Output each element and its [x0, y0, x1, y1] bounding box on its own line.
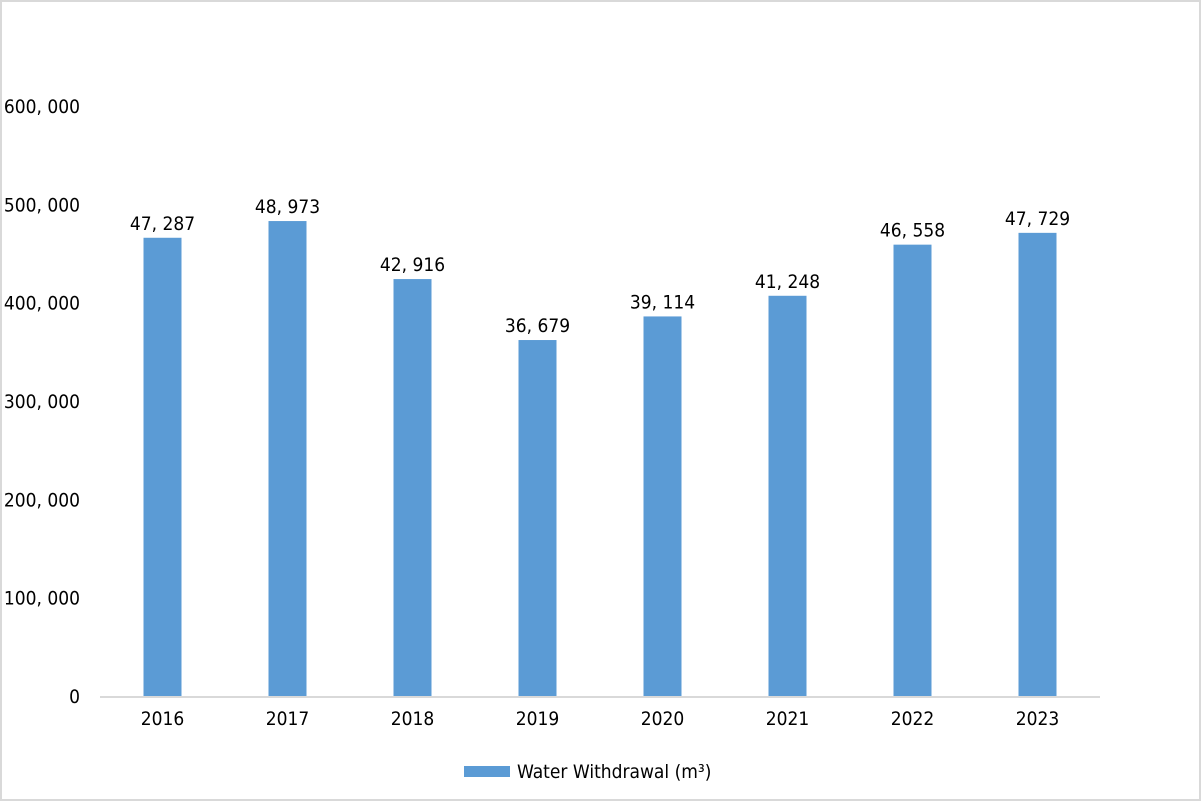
y-tick-label: 600, 000	[4, 96, 80, 118]
x-tick-label-2016: 2016	[141, 708, 185, 730]
y-tick-label: 500, 000	[4, 194, 80, 216]
bar-2021	[768, 295, 807, 696]
data-label-2023: 47, 729	[1005, 208, 1070, 230]
x-tick-label-2019: 2019	[516, 708, 560, 730]
x-tick-label-2022: 2022	[891, 708, 935, 730]
y-tick-label: 200, 000	[4, 489, 80, 511]
y-tick-label: 0	[69, 686, 80, 708]
legend: Water Withdrawal (m³)	[464, 761, 711, 783]
bar-2022	[893, 244, 932, 696]
legend-swatch	[464, 766, 510, 777]
x-tick-label-2018: 2018	[391, 708, 435, 730]
x-tick-label-2017: 2017	[266, 708, 310, 730]
x-axis-ticks: 2016 2017 2018 2019 2020 2021 2022 2023	[141, 708, 1060, 730]
legend-label: Water Withdrawal (m³)	[517, 761, 711, 783]
y-axis-ticks: 0 100, 000 200, 000 300, 000 400, 000 500, 00…	[4, 96, 80, 708]
data-label-2017: 48, 973	[255, 196, 320, 218]
data-labels-group: 47, 287 48, 973 42, 916 36, 679 39, 114 41, 2…	[130, 196, 1070, 337]
x-tick-label-2023: 2023	[1016, 708, 1060, 730]
data-label-2019: 36, 679	[505, 315, 570, 337]
y-tick-label: 400, 000	[4, 293, 80, 315]
data-label-2021: 41, 248	[755, 271, 820, 293]
data-label-2020: 39, 114	[630, 291, 695, 313]
data-label-2018: 42, 916	[380, 254, 445, 276]
bar-2018	[393, 279, 432, 696]
data-label-2016: 47, 287	[130, 213, 195, 235]
bar-2019	[518, 340, 557, 696]
bar-2016	[143, 237, 182, 696]
y-tick-label: 300, 000	[4, 391, 80, 413]
bars-group	[143, 221, 1057, 697]
data-label-2022: 46, 558	[880, 220, 945, 242]
bar-2020	[643, 316, 682, 696]
bar-2023	[1018, 232, 1057, 696]
bar-2017	[268, 221, 307, 697]
x-tick-label-2020: 2020	[641, 708, 685, 730]
y-tick-label: 100, 000	[4, 588, 80, 610]
x-tick-label-2021: 2021	[766, 708, 810, 730]
